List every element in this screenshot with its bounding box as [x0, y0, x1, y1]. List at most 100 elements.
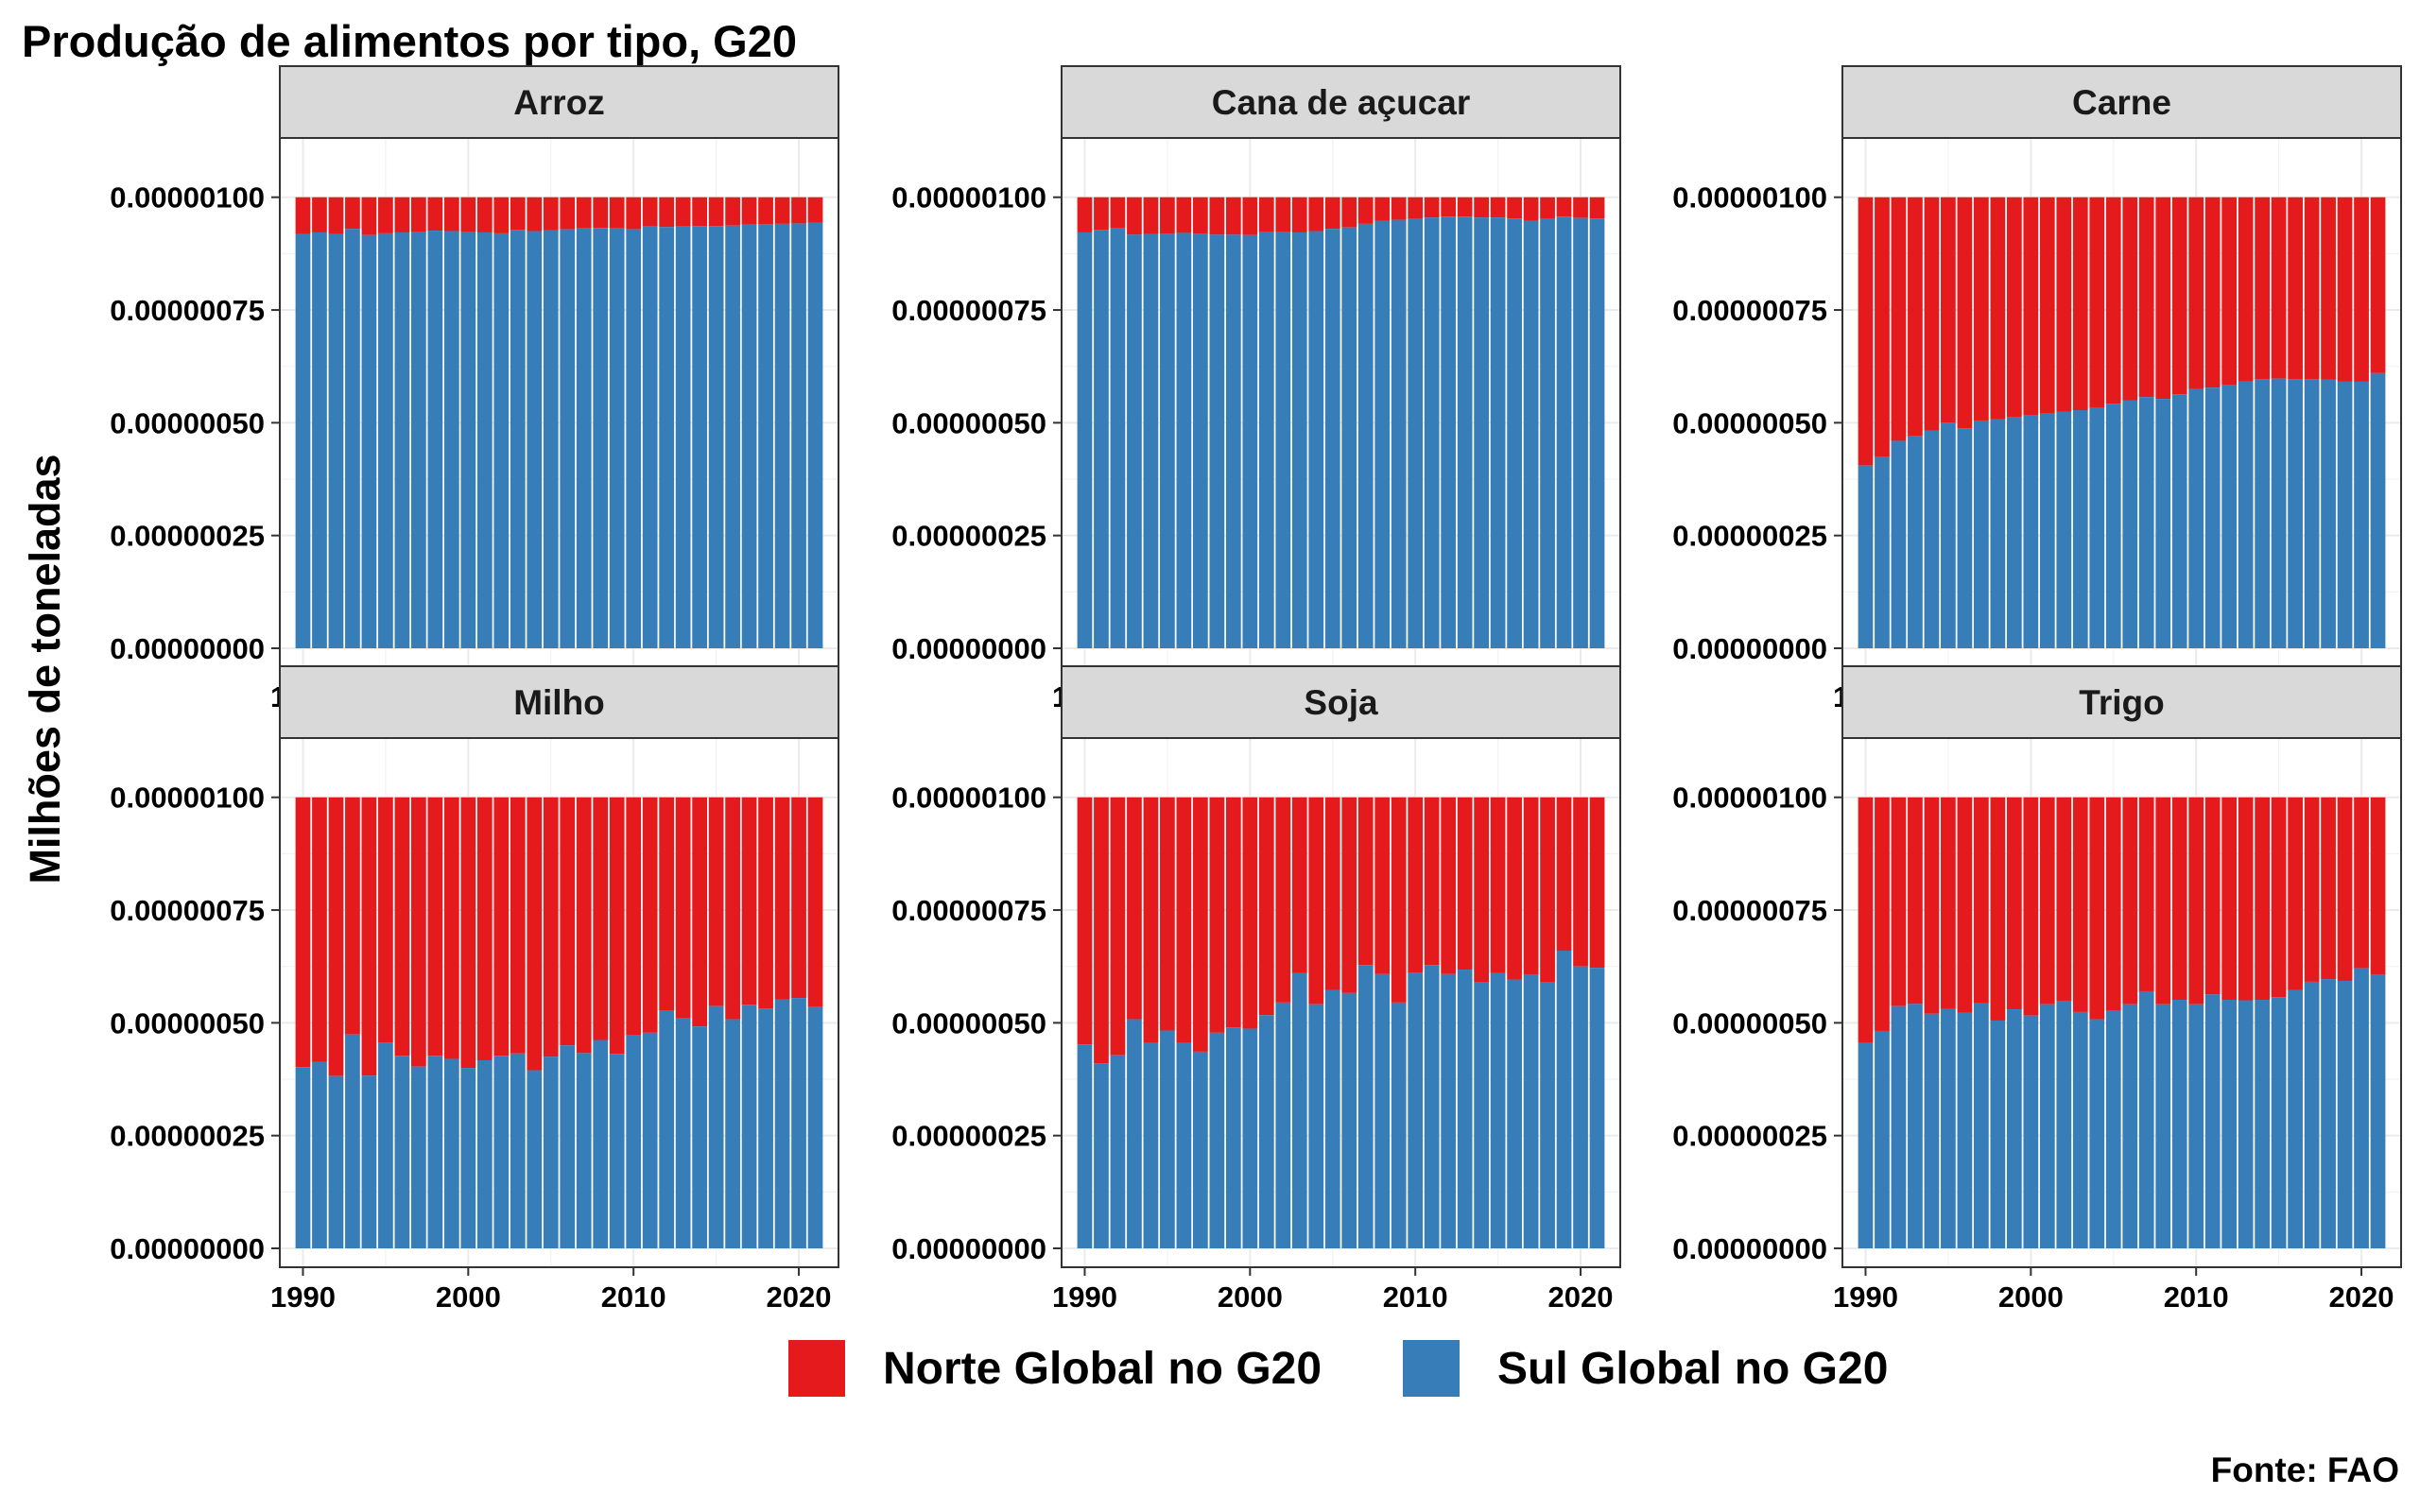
- bar-sul: [741, 1005, 757, 1248]
- bar-sul: [1258, 1015, 1274, 1248]
- bar-sul: [2238, 381, 2254, 648]
- bar-norte: [1573, 797, 1588, 967]
- bar-sul: [2271, 997, 2287, 1248]
- y-tick-label: 0.00000075: [1672, 294, 1827, 327]
- y-tick-label: 0.00000100: [891, 181, 1046, 215]
- bar-norte: [2354, 197, 2369, 382]
- bar-norte: [443, 197, 459, 232]
- bar-sul: [807, 222, 823, 649]
- bar-norte: [1391, 797, 1407, 1003]
- bar-sul: [758, 224, 773, 648]
- bar-sul: [609, 1054, 625, 1248]
- bar-sul: [510, 1053, 526, 1248]
- bar-sul: [295, 1067, 311, 1248]
- bar-norte: [1540, 197, 1555, 219]
- bar-norte: [593, 197, 609, 229]
- facet-strip-bg: [1841, 65, 2402, 139]
- bar-norte: [1258, 197, 1274, 232]
- bar-sul: [1209, 1032, 1225, 1248]
- bar-sul: [2304, 981, 2320, 1248]
- facet-strip-bg: [1061, 65, 1621, 139]
- y-tick-label: 0.00000000: [110, 632, 265, 665]
- bar-sul: [791, 998, 806, 1248]
- bar-sul: [1110, 1055, 1126, 1248]
- y-tick-label: 0.00000050: [110, 1006, 265, 1040]
- bar-sul: [1357, 965, 1374, 1248]
- bar-norte: [1094, 797, 1109, 1064]
- bar-norte: [626, 197, 642, 230]
- y-tick-label: 0.00000000: [1672, 1232, 1827, 1265]
- bar-sul: [1490, 972, 1506, 1248]
- bar-norte: [1490, 797, 1506, 973]
- bar-sul: [378, 232, 393, 648]
- bar-sul: [593, 1040, 609, 1248]
- bar-sul: [2171, 394, 2187, 648]
- bar-sul: [1176, 1042, 1192, 1248]
- bar-sul: [1490, 217, 1506, 649]
- bar-sul: [378, 1042, 393, 1248]
- bar-norte: [2171, 197, 2187, 395]
- bar-norte: [411, 197, 426, 232]
- bar-sul: [1424, 217, 1440, 649]
- bar-sul: [1193, 1051, 1208, 1248]
- bar-sul: [1225, 1027, 1241, 1248]
- bar-sul: [774, 223, 790, 649]
- bar-sul: [1573, 217, 1588, 648]
- bar-sul: [774, 999, 790, 1248]
- bar-sul: [1891, 1005, 1907, 1248]
- bar-norte: [543, 197, 559, 231]
- bar-sul: [2188, 1004, 2204, 1248]
- bar-sul: [2354, 968, 2369, 1248]
- bar-norte: [758, 797, 773, 1009]
- bar-sul: [1258, 232, 1274, 648]
- x-tick-label: 2020: [767, 1280, 832, 1314]
- bar-norte: [328, 197, 344, 234]
- bar-sul: [543, 230, 559, 648]
- bar-sul: [1891, 440, 1907, 648]
- y-tick-label: 0.00000075: [110, 294, 265, 327]
- x-tick-label: 2010: [601, 1280, 666, 1314]
- bar-norte: [476, 797, 493, 1060]
- bar-norte: [2204, 197, 2221, 388]
- bar-norte: [692, 197, 707, 227]
- bar-sul: [1924, 1013, 1940, 1248]
- bar-sul: [2255, 1000, 2270, 1248]
- bar-norte: [2056, 797, 2072, 1001]
- bar-sul: [2204, 994, 2221, 1248]
- bar-norte: [2039, 797, 2055, 1005]
- bar-sul: [1209, 234, 1225, 648]
- bar-sul: [2337, 381, 2353, 648]
- bar-sul: [1556, 951, 1572, 1248]
- bar-norte: [295, 797, 311, 1068]
- bar-norte: [807, 797, 823, 1007]
- bar-sul: [2337, 980, 2353, 1248]
- bar-sul: [411, 1066, 426, 1248]
- bar-sul: [2288, 379, 2303, 648]
- bar-sul: [2056, 1000, 2072, 1248]
- bar-sul: [1127, 234, 1142, 648]
- bar-norte: [560, 797, 576, 1046]
- bar-norte: [692, 797, 707, 1027]
- bar-norte: [1523, 197, 1539, 221]
- bar-norte: [1457, 797, 1473, 971]
- y-tick-label: 0.00000050: [1672, 406, 1827, 439]
- bar-norte: [2288, 797, 2303, 990]
- bar-sul: [2138, 990, 2154, 1248]
- bar-sul: [708, 1005, 724, 1248]
- bar-norte: [2188, 797, 2204, 1005]
- bar-sul: [394, 232, 410, 649]
- bar-sul: [1291, 232, 1307, 649]
- x-tick-label: 1990: [1052, 1280, 1117, 1314]
- bar-norte: [2255, 197, 2270, 380]
- x-tick-label: 2010: [2164, 1280, 2229, 1314]
- bar-sul: [328, 233, 344, 648]
- bar-sul: [576, 228, 592, 648]
- panel-border: [1841, 737, 2402, 1268]
- bar-sul: [1391, 1002, 1407, 1248]
- bar-norte: [2221, 797, 2238, 1001]
- bar-norte: [1858, 797, 1874, 1043]
- bar-sul: [609, 228, 625, 648]
- bar-norte: [1209, 797, 1225, 1033]
- bar-sul: [2006, 1009, 2022, 1248]
- bar-norte: [642, 797, 658, 1033]
